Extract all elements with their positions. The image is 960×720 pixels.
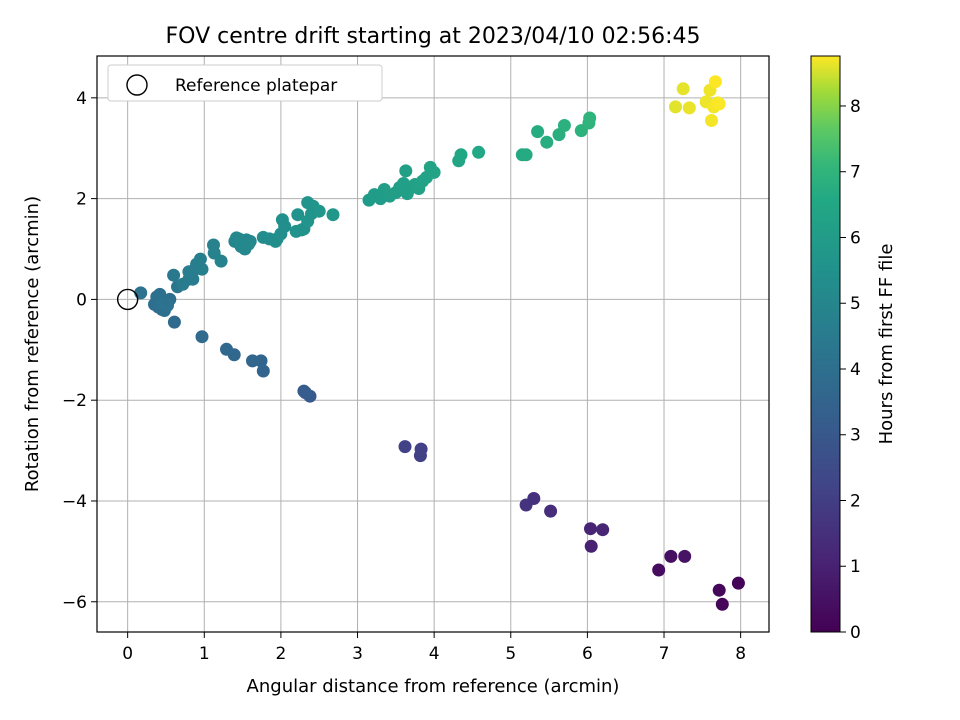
x-tick-label: 7: [659, 644, 670, 664]
data-point: [557, 119, 571, 132]
data-point: [312, 204, 326, 218]
data-point: [256, 364, 270, 378]
colorbar-tick-label: 0: [850, 623, 861, 643]
reference-marker-layer: [116, 288, 139, 311]
y-axis-ticks: −6 −4 −2 0 2 4: [62, 89, 97, 613]
y-tick-label: −6: [62, 593, 87, 613]
data-point: [134, 286, 148, 300]
colorbar-tick-label: 6: [850, 228, 861, 248]
data-point: [712, 97, 726, 111]
x-tick-label: 8: [735, 644, 746, 664]
data-points: [134, 75, 745, 611]
colorbar: [810, 55, 841, 633]
y-tick-label: 2: [76, 190, 87, 210]
x-tick-label: 6: [582, 644, 593, 664]
data-point: [195, 330, 209, 344]
data-point: [167, 315, 181, 329]
legend: Reference platepar: [107, 64, 383, 102]
data-point: [167, 268, 181, 282]
data-point: [540, 135, 554, 149]
data-point: [220, 342, 233, 356]
data-point: [584, 522, 597, 536]
data-point: [214, 254, 228, 268]
data-point: [708, 75, 722, 89]
x-tick-label: 4: [429, 644, 440, 664]
data-point: [154, 296, 168, 310]
colorbar-ticks: 0 1 2 3 4 5 6 7 8: [840, 97, 861, 643]
data-point: [596, 523, 610, 537]
x-axis-label: Angular distance from reference (arcmin): [247, 676, 620, 697]
data-point: [705, 114, 718, 127]
data-point: [193, 252, 207, 266]
data-point: [715, 597, 729, 611]
legend-box: [107, 64, 383, 102]
data-point: [519, 148, 533, 162]
colorbar-tick-label: 7: [850, 163, 861, 183]
x-tick-label: 5: [505, 644, 516, 664]
y-tick-label: 0: [76, 290, 87, 310]
data-point: [676, 82, 690, 96]
data-point: [399, 164, 413, 178]
y-tick-label: −4: [62, 492, 87, 512]
data-point: [731, 576, 745, 590]
legend-open-circle-icon: [126, 74, 148, 96]
data-point: [682, 101, 696, 115]
colorbar-tick-label: 3: [850, 426, 861, 446]
colorbar-label: Hours from first FF file: [876, 244, 897, 445]
data-point: [246, 354, 259, 368]
plot-frame: [96, 55, 770, 633]
data-point: [298, 386, 312, 400]
gridlines: [97, 56, 769, 632]
data-point: [291, 208, 305, 222]
data-point: [531, 125, 545, 139]
data-point: [712, 583, 726, 597]
x-axis-ticks: 0 1 2 3 4 5 6 7 8: [122, 632, 746, 664]
chart-title: FOV centre drift starting at 2023/04/10 …: [166, 24, 701, 49]
colorbar-tick-label: 4: [850, 360, 861, 380]
x-tick-label: 1: [199, 644, 210, 664]
data-point: [678, 549, 692, 563]
data-point: [584, 539, 598, 553]
colorbar-tick-label: 8: [850, 97, 861, 117]
data-point: [664, 549, 678, 563]
data-point: [454, 148, 468, 162]
x-tick-label: 0: [122, 644, 133, 664]
y-tick-label: −2: [62, 391, 87, 411]
legend-entry-label: Reference platepar: [175, 76, 337, 96]
colorbar-tick-label: 5: [850, 294, 861, 314]
data-point: [669, 100, 682, 114]
y-axis-label: Rotation from reference (arcmin): [22, 196, 43, 492]
y-tick-label: 4: [76, 89, 87, 109]
data-point: [242, 237, 256, 251]
reference-platepar-marker: [116, 288, 139, 311]
data-point: [230, 231, 243, 245]
data-point: [398, 440, 412, 454]
data-point: [427, 165, 441, 179]
data-point: [519, 498, 533, 512]
colorbar-tick-label: 2: [850, 491, 861, 511]
colorbar-tick-label: 1: [850, 557, 861, 577]
data-point: [275, 213, 289, 227]
data-point: [544, 504, 558, 518]
data-point: [472, 145, 486, 159]
x-tick-label: 3: [352, 644, 363, 664]
data-point: [583, 111, 597, 125]
data-point: [195, 262, 209, 276]
data-point: [326, 208, 340, 222]
data-point: [414, 442, 428, 456]
data-point: [652, 563, 666, 577]
x-tick-label: 2: [275, 644, 286, 664]
